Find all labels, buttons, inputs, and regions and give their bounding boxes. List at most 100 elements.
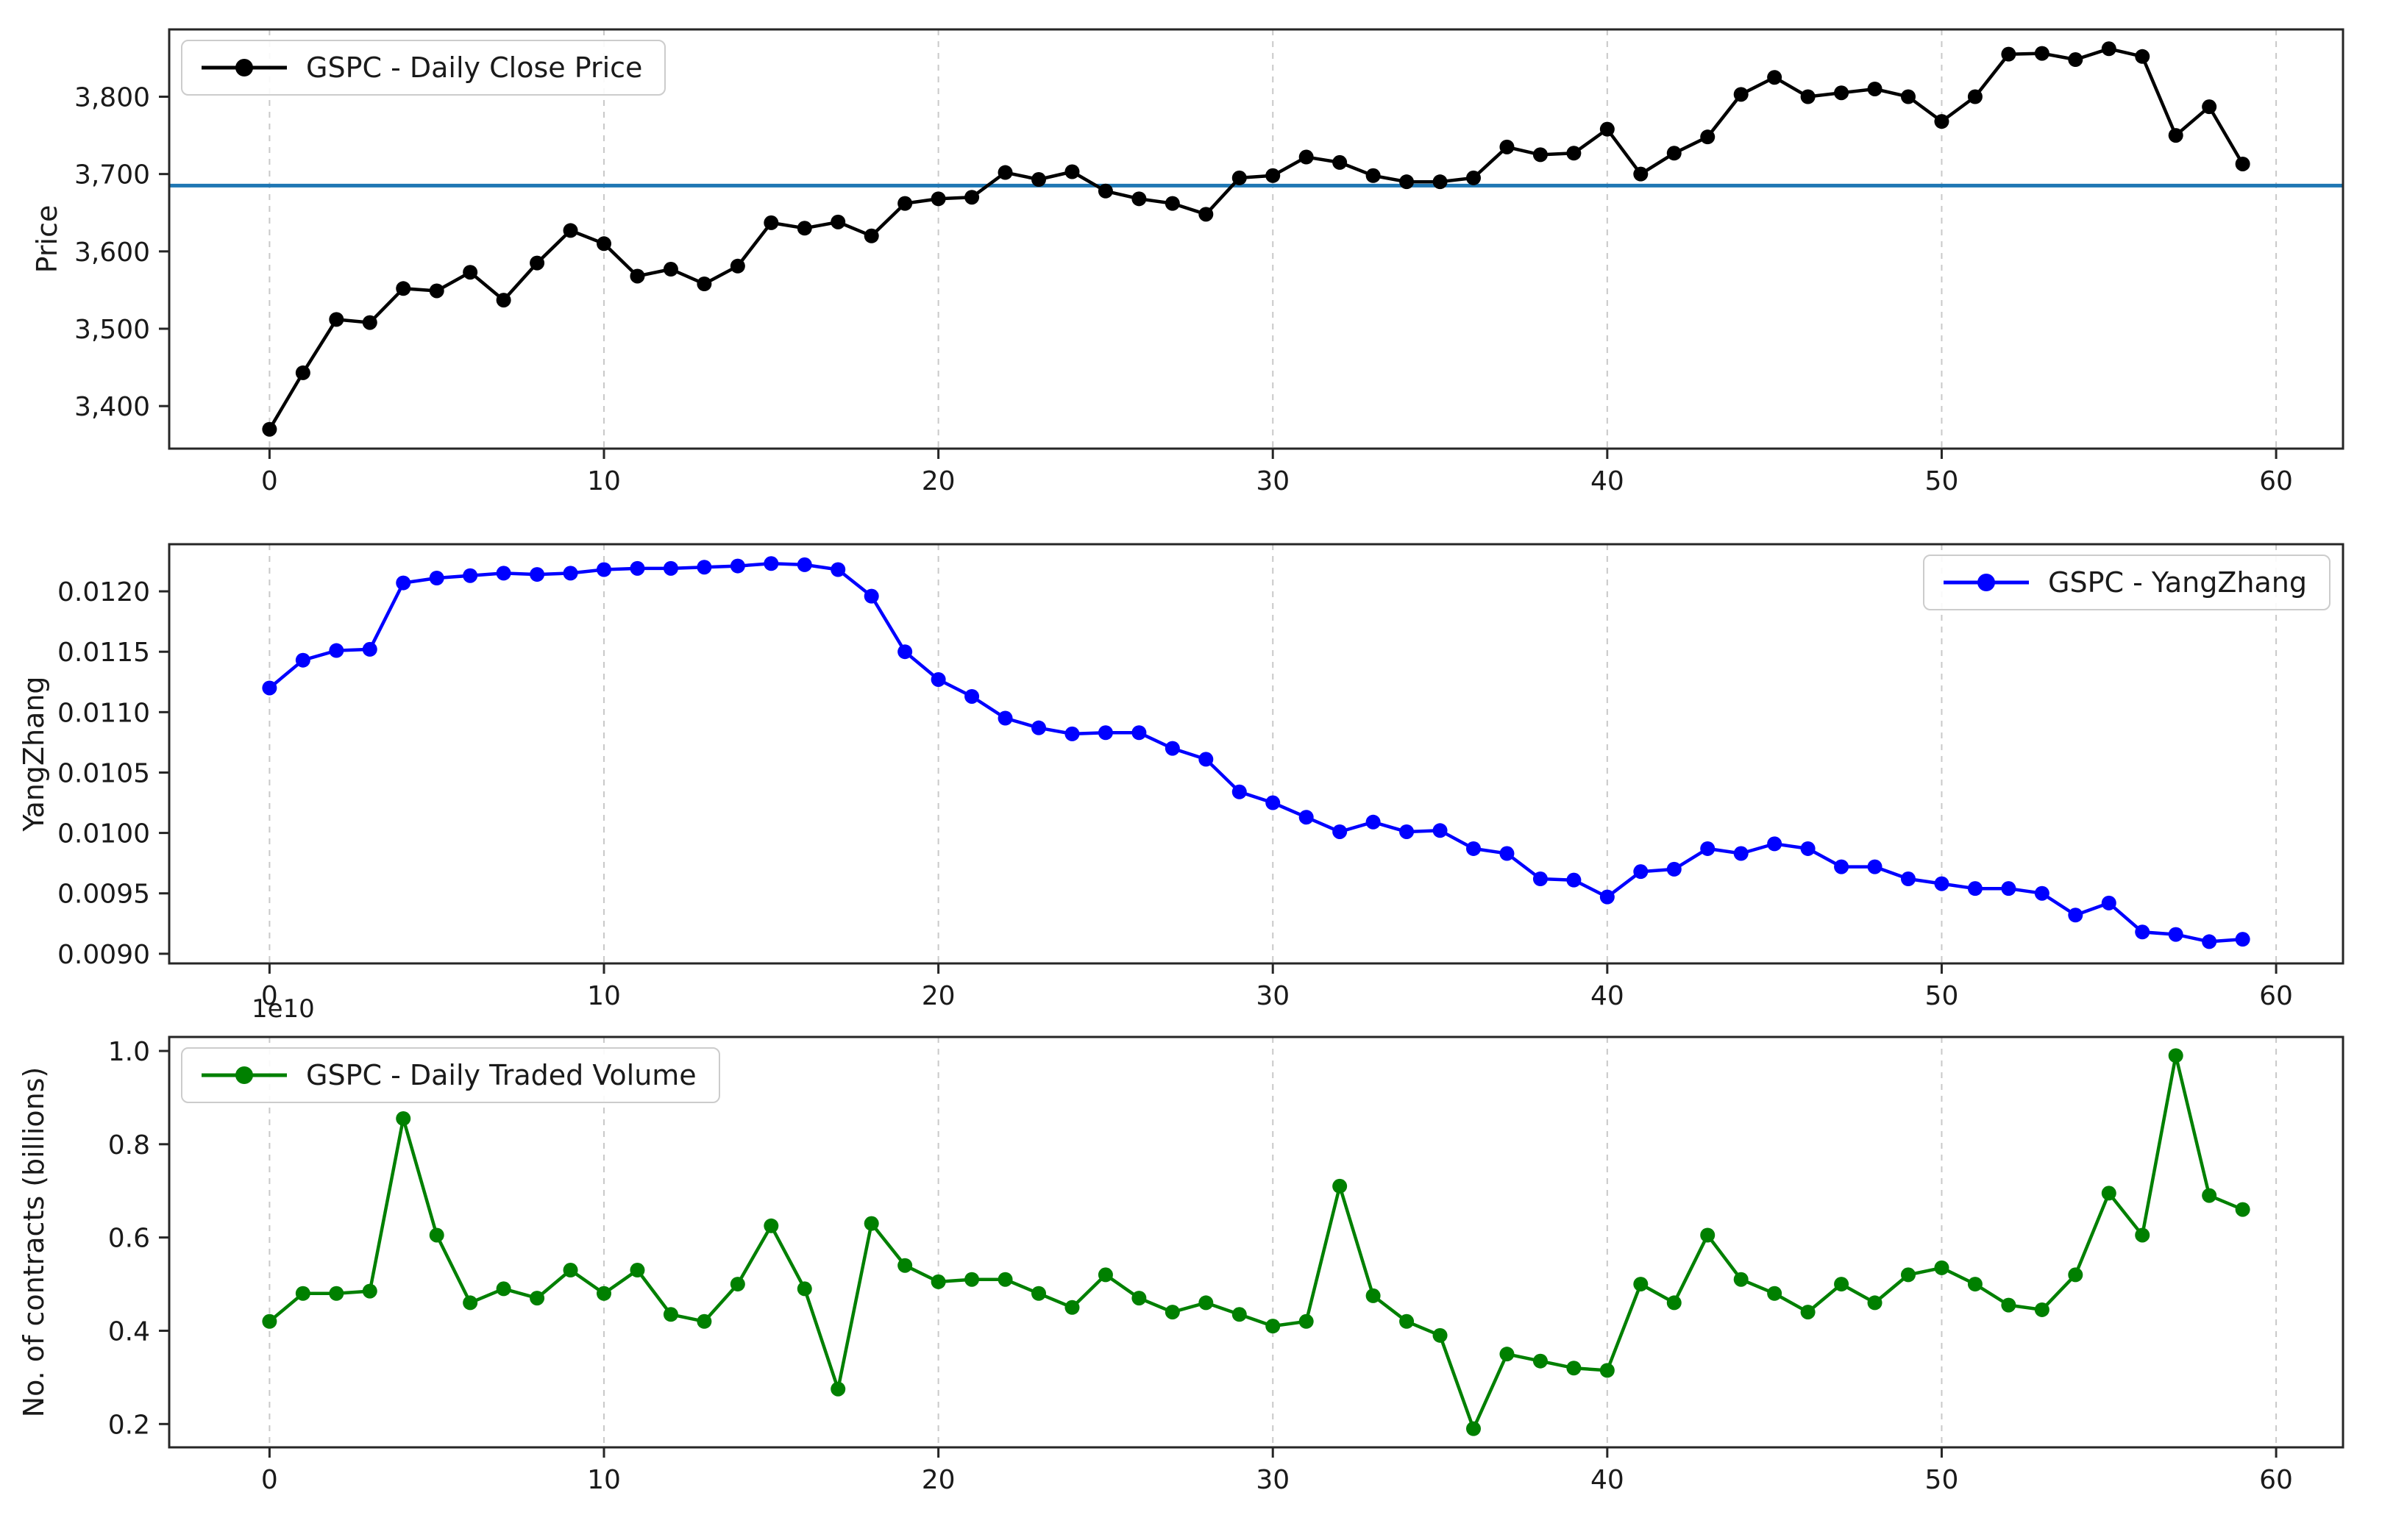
- x-tick-label: 30: [1256, 466, 1290, 496]
- data-point: [1031, 172, 1046, 188]
- data-point: [797, 221, 812, 236]
- chart-panel-0: 0 10 20 30 40 50 60 3,400 3,500 3,600 3,700 3,800: [74, 28, 2344, 496]
- data-point: [1834, 85, 1849, 101]
- data-point: [1633, 864, 1649, 880]
- data-point: [1365, 168, 1381, 183]
- data-point: [1332, 824, 1348, 839]
- data-point: [2068, 1267, 2083, 1283]
- data-point: [1700, 1227, 1716, 1243]
- data-point: [797, 557, 812, 572]
- data-point: [1265, 1319, 1281, 1334]
- data-point: [1031, 1286, 1046, 1301]
- data-point: [1867, 81, 1883, 96]
- data-point: [764, 1218, 779, 1233]
- data-point: [1967, 881, 1983, 896]
- data-point: [563, 223, 578, 238]
- x-tick-label: 10: [587, 981, 621, 1011]
- legend-daily-close-price: GSPC - Daily Close Price: [181, 40, 666, 96]
- data-point: [764, 556, 779, 571]
- data-point: [530, 1291, 545, 1306]
- y-tick-label: 0.2: [108, 1410, 150, 1440]
- chart-panel-2: 0 10 20 30 40 50 60 0.2 0.4 0.6 0.8 1.0: [108, 1035, 2344, 1495]
- data-point: [1165, 741, 1180, 756]
- data-point: [530, 567, 545, 582]
- data-point: [964, 1272, 980, 1287]
- data-point: [1834, 1277, 1849, 1292]
- data-point: [1566, 1361, 1582, 1376]
- data-point: [697, 1313, 712, 1329]
- data-point: [1834, 859, 1849, 874]
- data-point: [1867, 1295, 1883, 1311]
- x-tick-label: 60: [2259, 466, 2293, 496]
- data-point: [2202, 99, 2217, 115]
- data-point: [496, 1281, 511, 1297]
- data-point: [2202, 1188, 2217, 1203]
- x-tick-label: 20: [922, 981, 956, 1011]
- data-point: [663, 1307, 678, 1322]
- data-point: [496, 566, 511, 581]
- data-point: [1867, 859, 1883, 874]
- data-point: [1098, 183, 1113, 199]
- x-tick-label: 10: [587, 466, 621, 496]
- legend-label: GSPC - Daily Traded Volume: [306, 1059, 697, 1091]
- data-point: [2001, 881, 2016, 896]
- data-point: [2135, 1227, 2150, 1243]
- data-point: [1767, 836, 1782, 852]
- y-tick-label: 3,600: [74, 238, 150, 268]
- data-point: [262, 680, 277, 696]
- data-point: [1733, 87, 1749, 102]
- data-point: [1800, 1305, 1816, 1320]
- data-point: [697, 276, 712, 291]
- data-point: [663, 262, 678, 277]
- data-point: [2235, 1202, 2250, 1217]
- legend-line-sample-icon: [202, 59, 287, 76]
- data-point: [1131, 725, 1147, 741]
- data-point: [1031, 720, 1046, 735]
- data-point: [1298, 1313, 1314, 1329]
- data-point: [1064, 1300, 1080, 1315]
- legend-line-sample-icon: [202, 1066, 287, 1084]
- data-point: [2068, 908, 2083, 923]
- data-point: [1633, 166, 1649, 182]
- data-point: [329, 1286, 344, 1301]
- data-point: [1298, 149, 1314, 165]
- data-point: [998, 1272, 1013, 1287]
- data-point: [1532, 147, 1548, 163]
- data-point: [563, 1263, 578, 1278]
- data-point: [630, 560, 645, 576]
- y-tick-label: 0.0110: [57, 698, 150, 728]
- data-point: [1901, 1267, 1916, 1283]
- data-point: [1098, 725, 1113, 741]
- legend-daily-traded-volume: GSPC - Daily Traded Volume: [181, 1047, 720, 1103]
- x-tick-label: 0: [261, 981, 278, 1011]
- data-point: [1767, 1286, 1782, 1301]
- x-tick-label: 30: [1256, 981, 1290, 1011]
- data-point: [1499, 1347, 1515, 1362]
- data-point: [931, 191, 946, 207]
- data-point: [2001, 46, 2016, 62]
- y-tick-label: 0.6: [108, 1224, 150, 1254]
- y-tick-label: 0.8: [108, 1130, 150, 1161]
- x-tick-label: 30: [1256, 1465, 1290, 1495]
- data-point: [362, 1283, 377, 1299]
- x-tick-label: 10: [587, 1465, 621, 1495]
- data-point: [1733, 1272, 1749, 1287]
- data-point: [1967, 1277, 1983, 1292]
- data-point: [262, 421, 277, 437]
- x-tick-label: 40: [1590, 981, 1624, 1011]
- data-point: [329, 643, 344, 658]
- data-point: [1466, 170, 1481, 185]
- data-point: [1165, 1305, 1180, 1320]
- x-tick-label: 20: [922, 1465, 956, 1495]
- data-point: [362, 641, 377, 657]
- data-point: [2135, 924, 2150, 940]
- x-tick-label: 60: [2259, 981, 2293, 1011]
- data-point: [1131, 1291, 1147, 1306]
- data-point: [1633, 1277, 1649, 1292]
- data-point: [463, 1295, 478, 1311]
- data-point: [597, 562, 611, 577]
- data-point: [1934, 876, 1949, 891]
- x-tick-label: 50: [1925, 1465, 1959, 1495]
- data-point: [1767, 70, 1782, 85]
- data-point: [1666, 146, 1682, 161]
